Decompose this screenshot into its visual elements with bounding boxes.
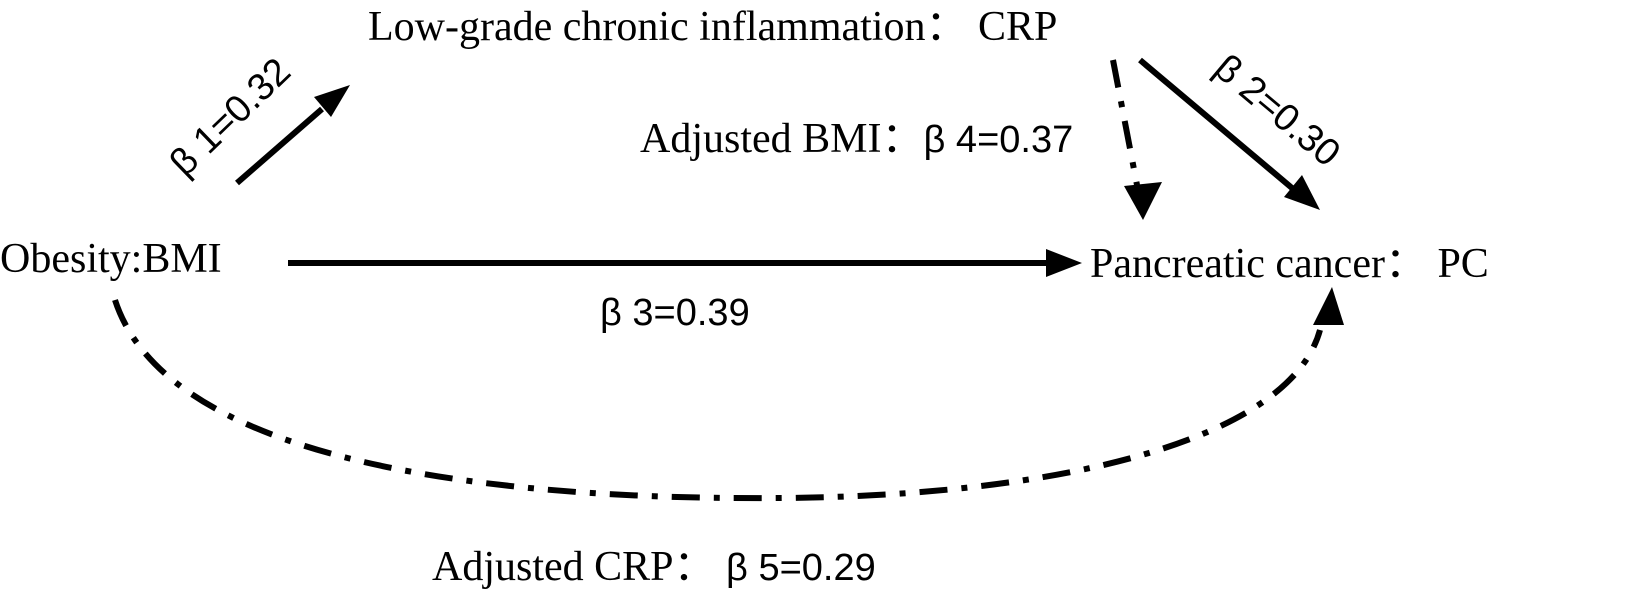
edge-beta3-value: 3=0.39 (622, 292, 750, 334)
edge-bmi-to-pc (288, 249, 1082, 277)
edge-beta4-label: Adjusted BMI：β 4=0.37 (640, 116, 1073, 162)
edge-bmi-to-crp (235, 85, 350, 186)
edge-bmi-to-crp-line (235, 106, 324, 186)
edge-beta5-symbol: β (726, 547, 748, 589)
edge-beta4-value: 4=0.37 (945, 119, 1073, 161)
edge-crp-to-pc-adjusted-arrowhead (1124, 182, 1162, 220)
edge-crp-to-pc-arrowhead (1284, 175, 1320, 210)
edge-crp-to-pc-line (1138, 57, 1294, 191)
edge-beta2-value: 2=0.30 (1223, 61, 1348, 175)
edge-beta4-symbol: β (924, 119, 946, 161)
node-pc-label: Pancreatic cancer： PC (1090, 241, 1489, 287)
edge-beta5-label: Adjusted CRP： β 5=0.29 (432, 544, 876, 590)
edge-bmi-to-pc-adjusted (112, 287, 1344, 502)
node-bmi-label: Obesity:BMI (0, 236, 222, 282)
edge-bmi-to-pc-adjusted-curve (112, 299, 1323, 502)
edge-bmi-to-crp-arrowhead (314, 85, 350, 117)
edge-beta4-prefix: Adjusted BMI： (640, 116, 924, 162)
edge-beta2-label: β 2=0.30 (1206, 47, 1348, 175)
edge-beta5-prefix: Adjusted CRP： (432, 544, 726, 590)
edge-beta1-value: 1=0.32 (178, 50, 299, 169)
edge-crp-to-pc-adjusted (1110, 59, 1162, 220)
edge-crp-to-pc (1138, 57, 1320, 210)
edge-beta5-value: 5=0.29 (748, 547, 876, 589)
edge-beta3-symbol: β (600, 292, 622, 334)
edge-crp-to-pc-adjusted-line (1110, 59, 1140, 186)
edge-bmi-to-pc-arrowhead (1046, 249, 1082, 277)
edge-beta3-label: β 3=0.39 (600, 292, 750, 334)
edge-beta1-label: β 1=0.32 (162, 50, 299, 184)
node-crp-label: Low-grade chronic inflammation： CRP (368, 4, 1057, 50)
edge-bmi-to-pc-adjusted-arrowhead (1313, 287, 1344, 325)
